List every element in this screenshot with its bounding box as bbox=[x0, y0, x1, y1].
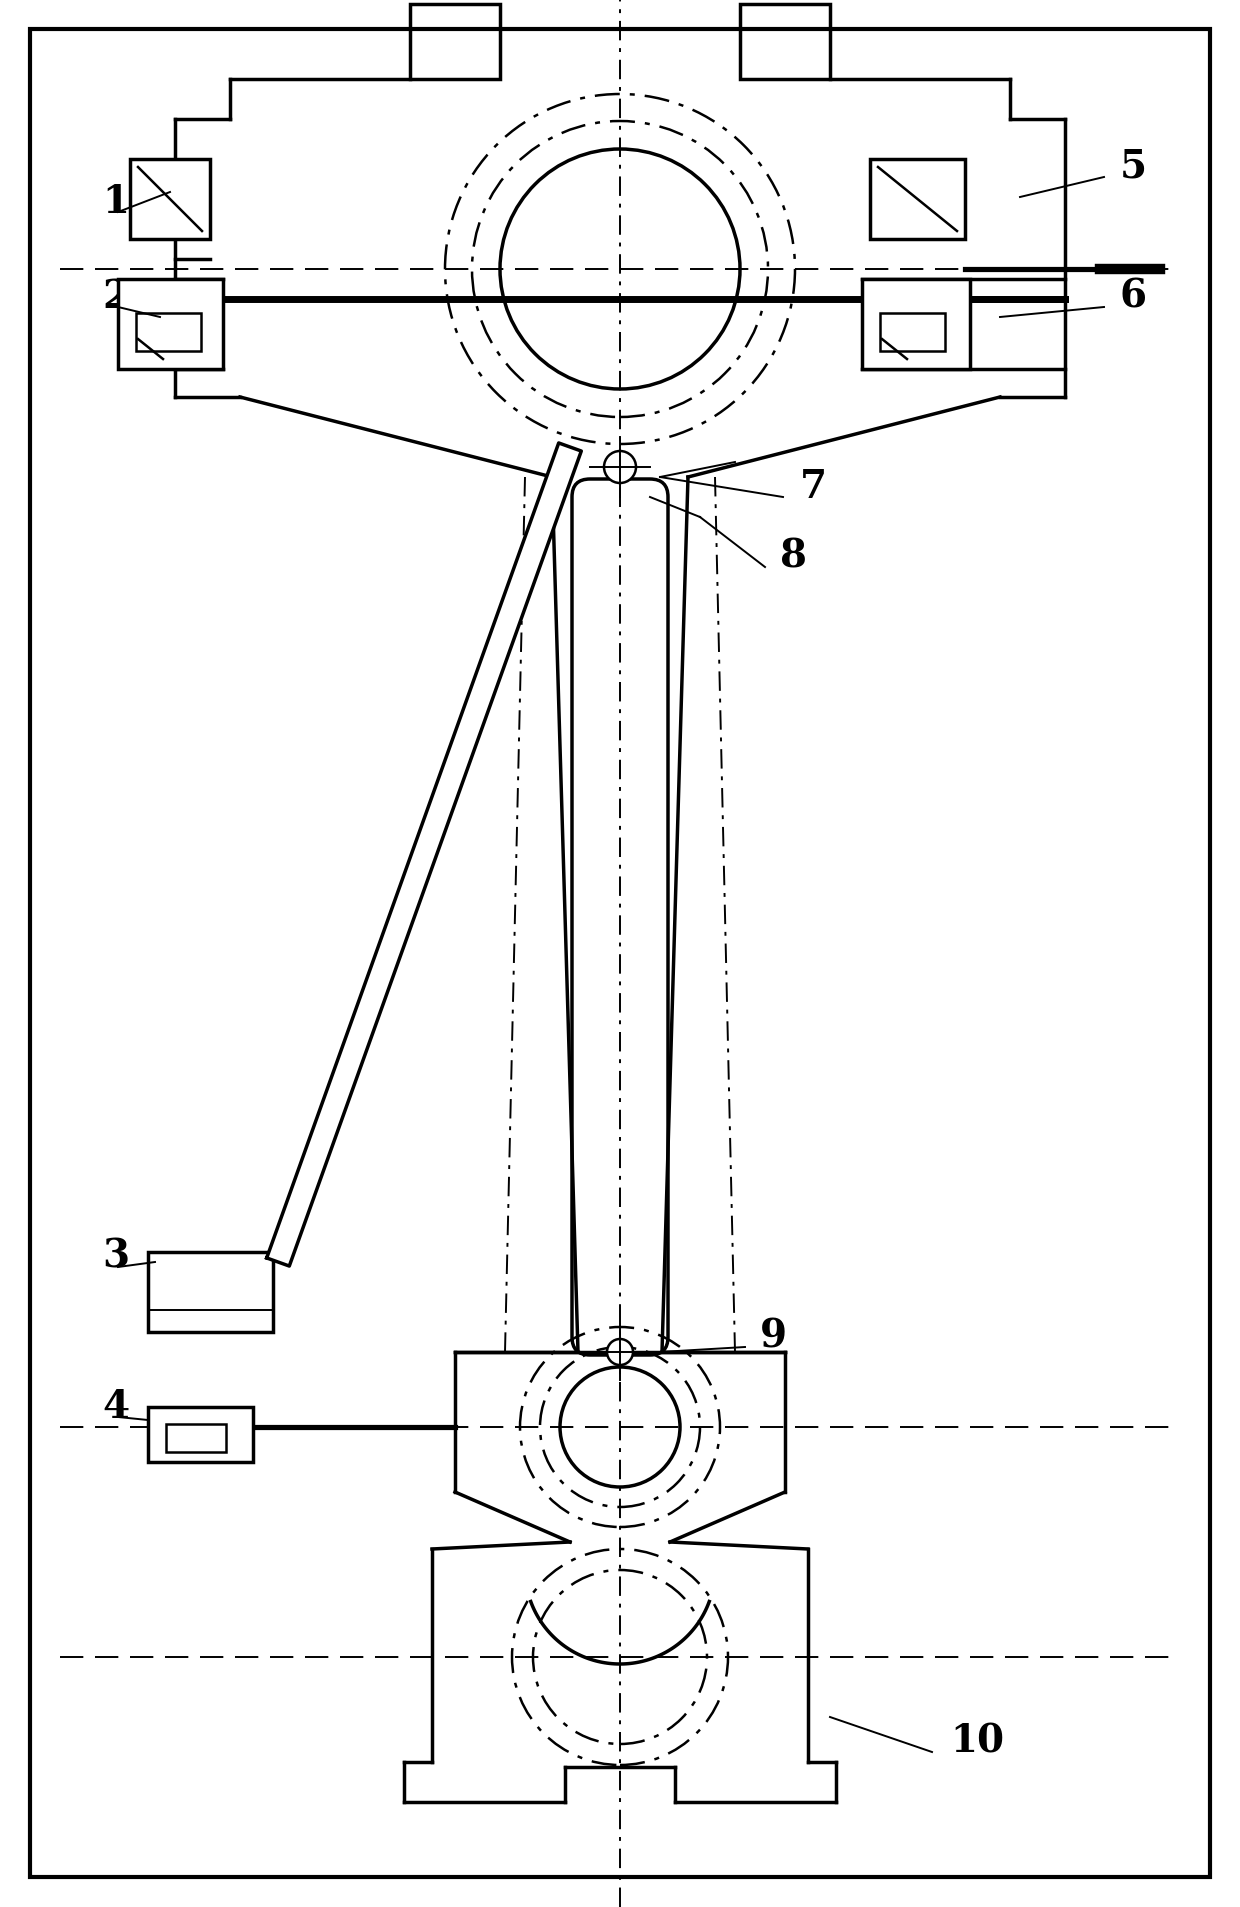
Text: 6: 6 bbox=[1120, 278, 1147, 317]
FancyBboxPatch shape bbox=[136, 315, 201, 351]
Text: 10: 10 bbox=[950, 1722, 1004, 1760]
Circle shape bbox=[604, 452, 636, 484]
Text: 4: 4 bbox=[102, 1386, 129, 1425]
FancyBboxPatch shape bbox=[410, 6, 500, 80]
FancyBboxPatch shape bbox=[118, 280, 223, 370]
Text: 8: 8 bbox=[780, 538, 807, 576]
Text: 3: 3 bbox=[102, 1238, 129, 1276]
Text: 1: 1 bbox=[102, 183, 129, 221]
Circle shape bbox=[608, 1339, 632, 1365]
Text: 9: 9 bbox=[760, 1318, 787, 1356]
Polygon shape bbox=[267, 444, 582, 1266]
Text: 7: 7 bbox=[800, 467, 827, 505]
FancyBboxPatch shape bbox=[880, 315, 945, 351]
FancyBboxPatch shape bbox=[740, 6, 830, 80]
FancyBboxPatch shape bbox=[148, 1253, 273, 1333]
FancyBboxPatch shape bbox=[862, 280, 970, 370]
FancyBboxPatch shape bbox=[870, 160, 965, 240]
Text: 2: 2 bbox=[102, 278, 129, 317]
Text: 5: 5 bbox=[1120, 149, 1147, 185]
FancyBboxPatch shape bbox=[130, 160, 210, 240]
FancyBboxPatch shape bbox=[148, 1407, 253, 1463]
FancyBboxPatch shape bbox=[166, 1425, 226, 1453]
